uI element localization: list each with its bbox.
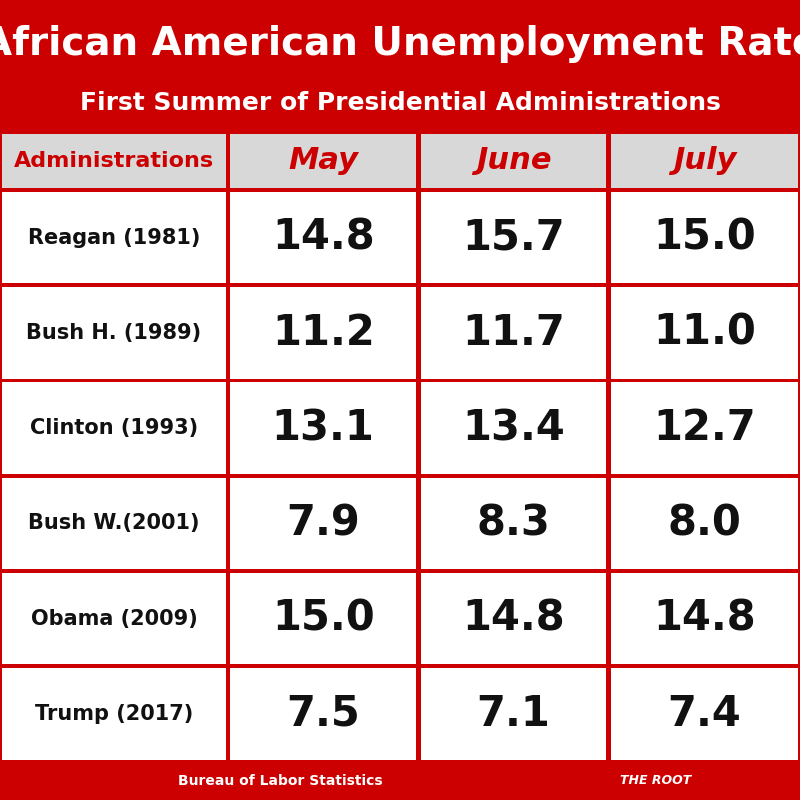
Bar (230, 287, 416, 378)
Text: 11.2: 11.2 (272, 312, 374, 354)
Bar (2, 382, 226, 474)
Text: 7.4: 7.4 (667, 693, 742, 735)
Text: Bush W.(2001): Bush W.(2001) (28, 514, 200, 534)
Bar (421, 382, 606, 474)
Bar (230, 382, 416, 474)
Text: Trump (2017): Trump (2017) (35, 704, 193, 724)
Text: Clinton (1993): Clinton (1993) (30, 418, 198, 438)
Bar (421, 192, 606, 283)
Bar (2, 478, 226, 569)
Text: 7.9: 7.9 (286, 502, 360, 545)
Text: African American Unemployment Rate: African American Unemployment Rate (0, 25, 800, 62)
Text: Administrations: Administrations (14, 151, 214, 171)
Text: 15.0: 15.0 (653, 217, 756, 258)
Text: 7.5: 7.5 (286, 693, 360, 735)
Bar (2, 668, 226, 760)
Text: July: July (673, 146, 736, 175)
Bar (611, 478, 798, 569)
Text: 11.7: 11.7 (462, 312, 565, 354)
Bar (230, 478, 416, 569)
Text: 12.7: 12.7 (653, 407, 756, 449)
Bar (230, 134, 416, 188)
Text: 14.8: 14.8 (653, 598, 756, 640)
Text: 13.1: 13.1 (272, 407, 374, 449)
Text: 14.8: 14.8 (462, 598, 565, 640)
Bar (2, 573, 226, 665)
Text: 11.0: 11.0 (653, 312, 756, 354)
Bar (230, 573, 416, 665)
Text: 7.1: 7.1 (477, 693, 550, 735)
Bar (611, 192, 798, 283)
Text: May: May (288, 146, 358, 175)
Text: 8.0: 8.0 (667, 502, 742, 545)
Bar (611, 668, 798, 760)
Text: Reagan (1981): Reagan (1981) (28, 227, 200, 247)
Bar (421, 287, 606, 378)
Bar (2, 134, 226, 188)
Text: 13.4: 13.4 (462, 407, 565, 449)
Bar (611, 573, 798, 665)
Text: 15.0: 15.0 (272, 598, 374, 640)
Text: Obama (2009): Obama (2009) (30, 609, 198, 629)
Bar (421, 668, 606, 760)
Text: Bush H. (1989): Bush H. (1989) (26, 323, 202, 343)
Bar (2, 192, 226, 283)
Bar (421, 478, 606, 569)
Text: Bureau of Labor Statistics: Bureau of Labor Statistics (178, 774, 382, 788)
Text: THE ROOT: THE ROOT (620, 774, 692, 787)
Bar (230, 192, 416, 283)
Text: 15.7: 15.7 (462, 217, 565, 258)
Bar (421, 134, 606, 188)
Bar (611, 382, 798, 474)
Text: 8.3: 8.3 (477, 502, 550, 545)
Bar (611, 134, 798, 188)
Bar (611, 287, 798, 378)
Text: 14.8: 14.8 (272, 217, 374, 258)
Text: First Summer of Presidential Administrations: First Summer of Presidential Administrat… (79, 91, 721, 115)
Bar (230, 668, 416, 760)
Text: June: June (476, 146, 551, 175)
Bar (2, 287, 226, 378)
Bar (421, 573, 606, 665)
